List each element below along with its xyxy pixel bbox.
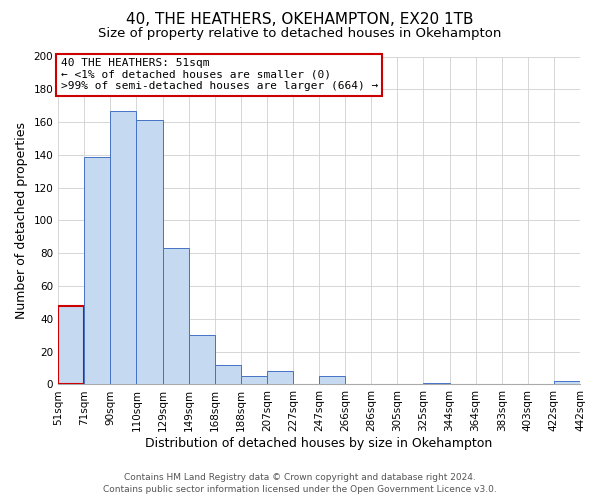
Bar <box>136 120 163 384</box>
Bar <box>58 306 84 384</box>
Bar <box>424 383 449 384</box>
Text: Size of property relative to detached houses in Okehampton: Size of property relative to detached ho… <box>98 28 502 40</box>
Bar <box>241 376 267 384</box>
Bar <box>554 381 580 384</box>
Bar <box>163 248 188 384</box>
Text: 40, THE HEATHERS, OKEHAMPTON, EX20 1TB: 40, THE HEATHERS, OKEHAMPTON, EX20 1TB <box>126 12 474 28</box>
Bar <box>215 365 241 384</box>
Text: 40 THE HEATHERS: 51sqm
← <1% of detached houses are smaller (0)
>99% of semi-det: 40 THE HEATHERS: 51sqm ← <1% of detached… <box>61 58 378 92</box>
Text: Contains HM Land Registry data © Crown copyright and database right 2024.
Contai: Contains HM Land Registry data © Crown c… <box>103 472 497 494</box>
Y-axis label: Number of detached properties: Number of detached properties <box>15 122 28 319</box>
Bar <box>84 156 110 384</box>
X-axis label: Distribution of detached houses by size in Okehampton: Distribution of detached houses by size … <box>145 437 493 450</box>
Bar <box>188 336 215 384</box>
Bar <box>319 376 345 384</box>
Bar <box>267 372 293 384</box>
Bar <box>110 110 136 384</box>
